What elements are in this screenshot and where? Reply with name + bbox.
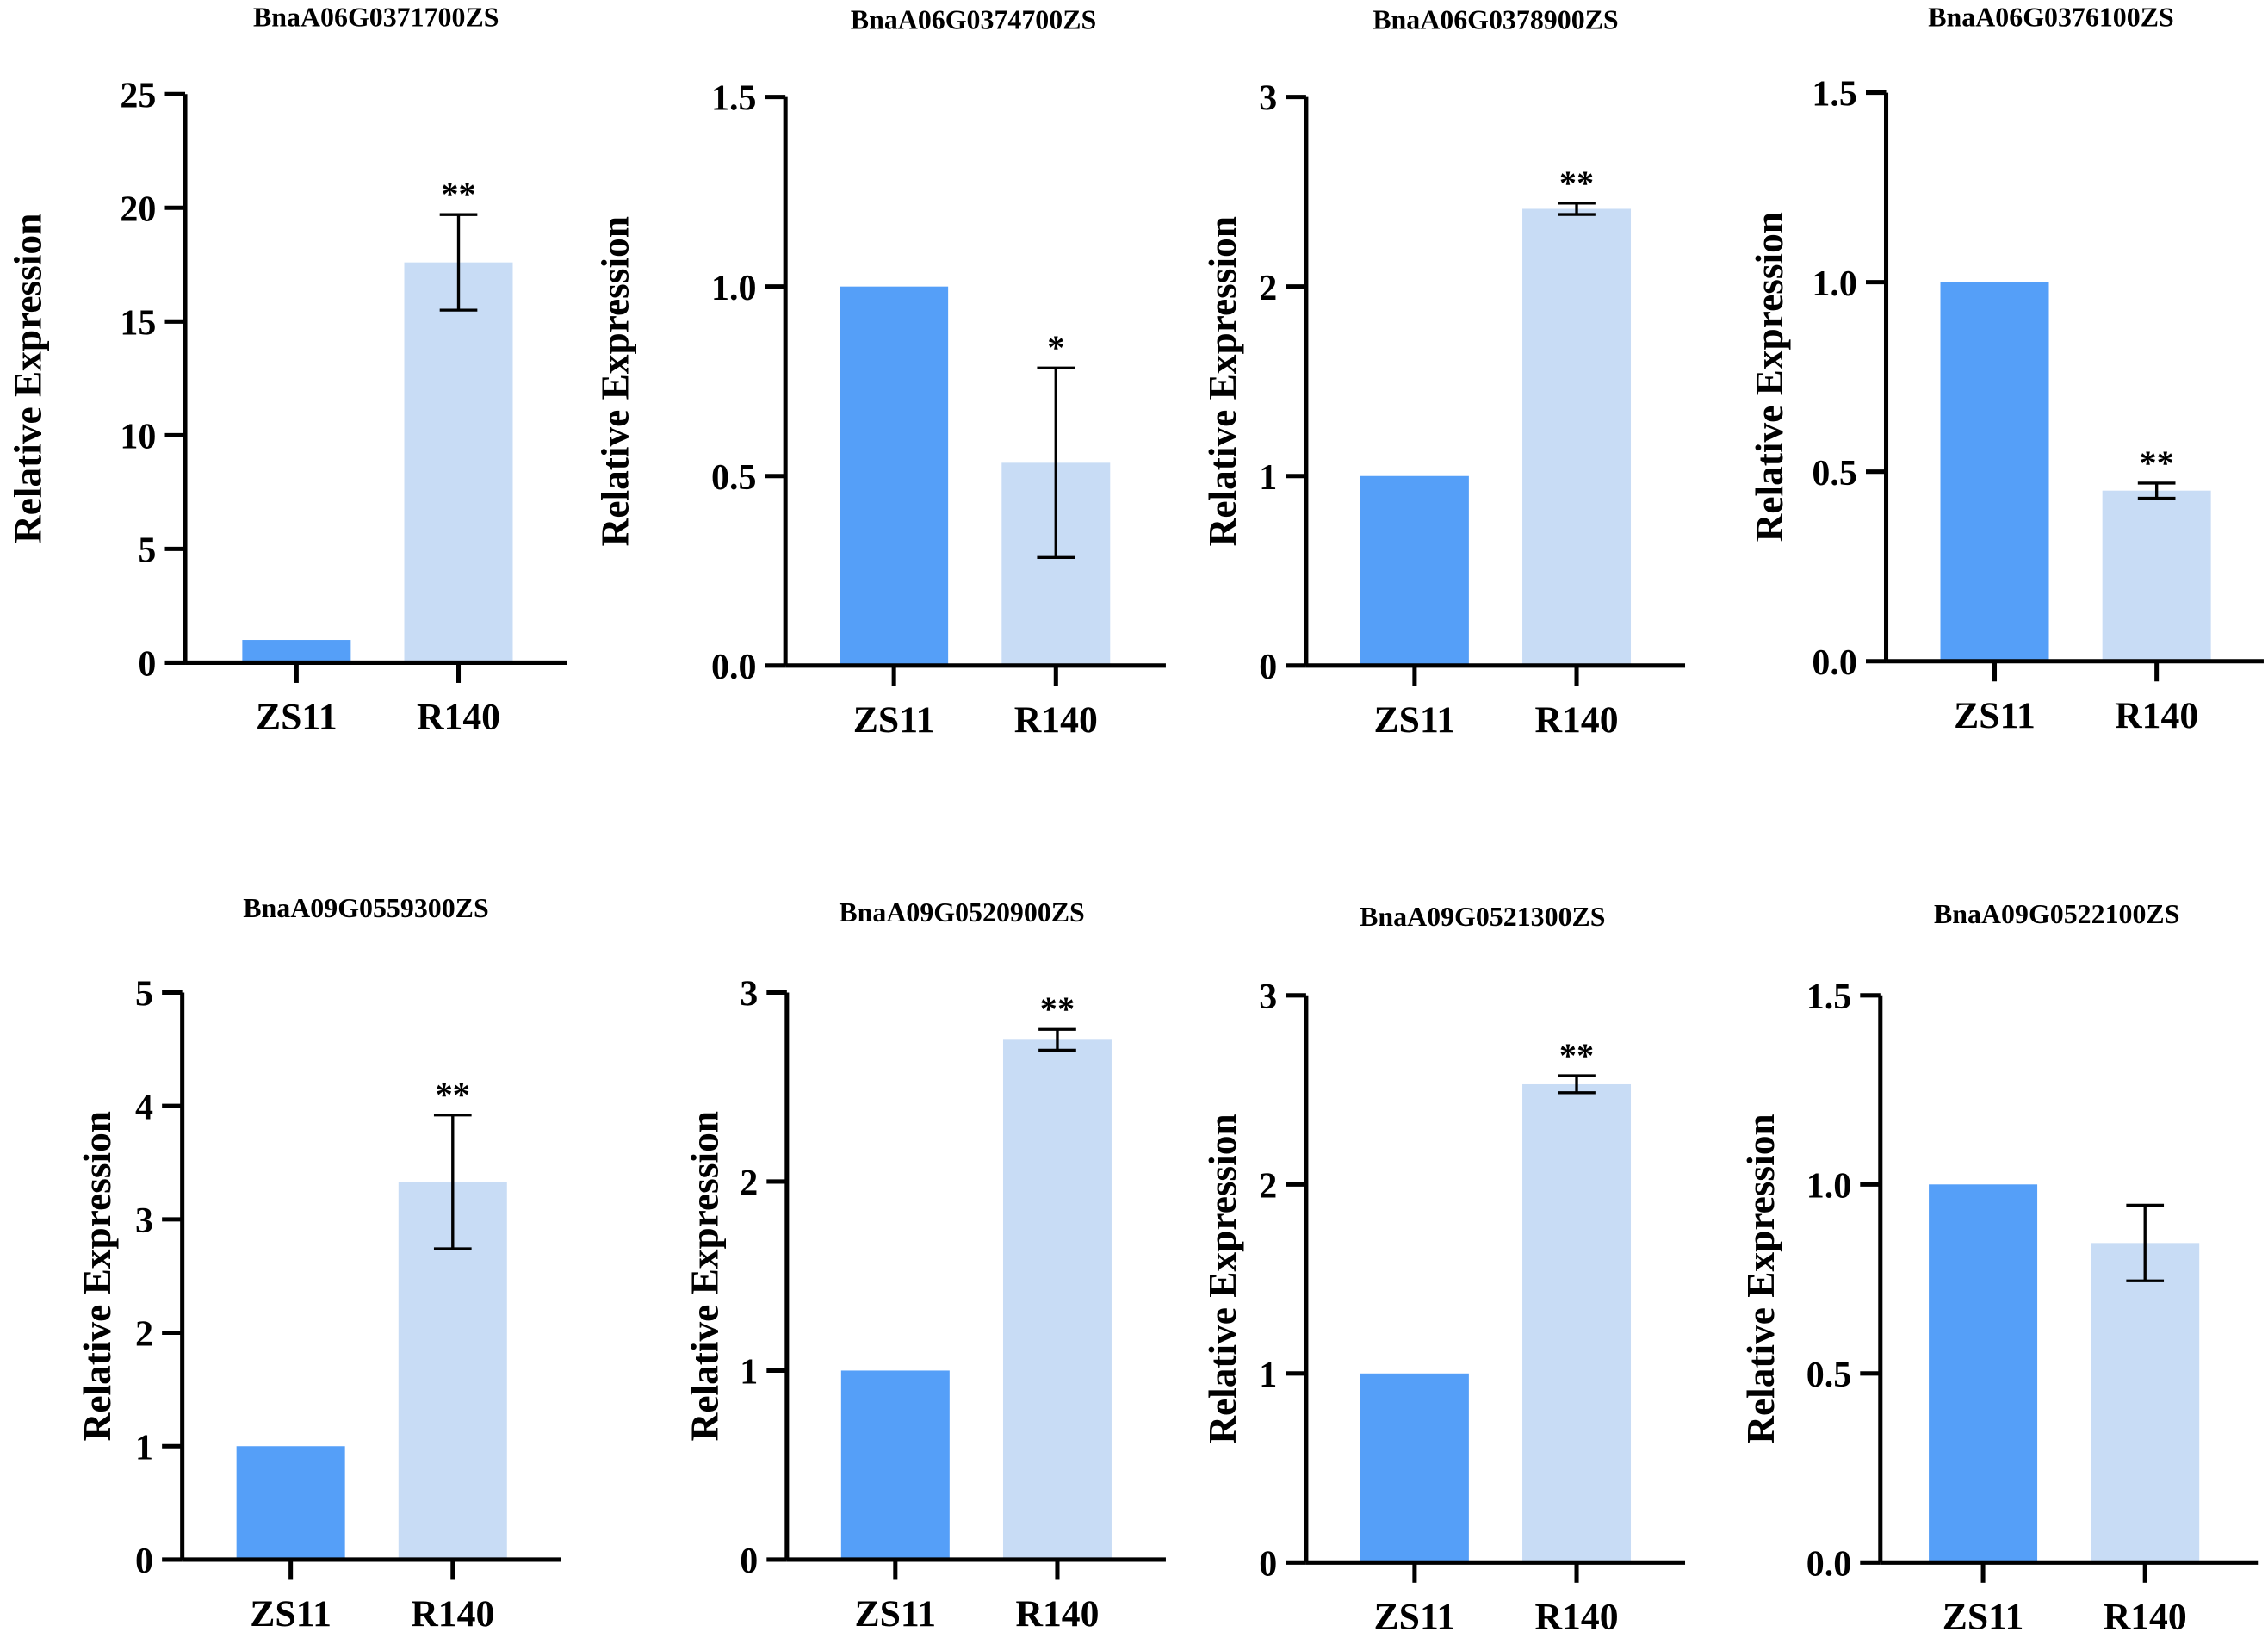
- x-tick-label: R140: [1015, 1593, 1099, 1632]
- bar-r140: [404, 262, 513, 663]
- bar-zs11: [840, 1370, 950, 1560]
- y-tick-label: 1.0: [1812, 264, 1856, 304]
- y-tick-label: 4: [135, 1088, 153, 1127]
- y-tick-label: 0.5: [1812, 454, 1856, 493]
- bar-zs11: [236, 1446, 345, 1560]
- chart-title: BnaA09G0559300ZS: [243, 893, 488, 923]
- chart-panel: BnaA09G0522100ZS Relative Expression ZS11 R…: [1739, 899, 2259, 1632]
- bar-zs11: [242, 640, 351, 663]
- significance-label: **: [441, 175, 475, 214]
- y-tick-label: 5: [135, 975, 153, 1015]
- x-tick-label: ZS11: [853, 699, 935, 741]
- y-tick-label: 3: [135, 1201, 153, 1241]
- x-tick-label: R140: [411, 1593, 494, 1632]
- x-tick-label: ZS11: [256, 697, 338, 738]
- bar-zs11: [840, 286, 949, 666]
- y-tick-label: 15: [120, 303, 156, 343]
- y-tick-label: 0.5: [711, 458, 756, 498]
- x-tick-label: R140: [1535, 1597, 1619, 1632]
- y-tick-label: 0.0: [1812, 643, 1856, 683]
- y-tick-label: 20: [120, 189, 156, 229]
- chart-title: BnaA09G0521300ZS: [1360, 902, 1605, 932]
- chart-panel: BnaA06G0378900ZS Relative Expression ZS11 *…: [1201, 5, 1686, 741]
- bar-zs11: [1929, 1184, 2038, 1563]
- y-tick-label: 25: [120, 76, 156, 115]
- y-tick-label: 1.5: [1812, 75, 1856, 115]
- y-tick-label: 1.0: [711, 269, 756, 308]
- significance-label: **: [1559, 164, 1594, 202]
- y-tick-label: 0: [138, 645, 156, 685]
- significance-label: **: [1040, 990, 1075, 1028]
- bar-zs11: [1940, 282, 2049, 661]
- y-tick-label: 2: [1259, 1166, 1277, 1206]
- y-axis-label: Relative Expression: [1201, 1114, 1244, 1443]
- bar-r140: [1522, 208, 1632, 666]
- chart-title: BnaA06G0376100ZS: [1928, 2, 2173, 32]
- y-tick-label: 3: [740, 975, 758, 1015]
- y-tick-label: 0: [1259, 648, 1277, 687]
- chart-panel: BnaA09G0520900ZS Relative Expression ZS11 *…: [684, 897, 1166, 1632]
- y-tick-label: 1.0: [1806, 1166, 1851, 1206]
- bar-zs11: [1360, 475, 1469, 666]
- y-tick-label: 1: [1259, 458, 1277, 498]
- y-tick-label: 2: [740, 1163, 758, 1203]
- y-tick-label: 0: [1259, 1544, 1277, 1584]
- bar-r140: [2091, 1243, 2200, 1563]
- chart-panel: BnaA06G0374700ZS Relative Expression ZS11 *…: [593, 5, 1166, 741]
- x-tick-label: R140: [1014, 699, 1098, 741]
- bar-r140: [2102, 490, 2211, 661]
- y-tick-label: 0.5: [1806, 1356, 1851, 1395]
- y-tick-label: 1: [135, 1428, 153, 1468]
- x-tick-label: ZS11: [250, 1593, 332, 1632]
- y-tick-label: 0: [135, 1542, 153, 1581]
- y-axis-label: Relative Expression: [1748, 212, 1791, 542]
- y-tick-label: 0.0: [711, 648, 756, 687]
- chart-panel: BnaA06G0376100ZS Relative Expression ZS11 *…: [1748, 2, 2264, 736]
- y-axis-label: Relative Expression: [6, 214, 49, 543]
- chart-title: BnaA06G0371700ZS: [253, 2, 499, 32]
- x-tick-label: ZS11: [1374, 699, 1456, 741]
- chart-panel: BnaA09G0521300ZS Relative Expression ZS11 *…: [1201, 902, 1686, 1632]
- chart-panel: BnaA06G0371700ZS Relative Expression ZS11 *…: [6, 2, 567, 738]
- y-tick-label: 1: [740, 1353, 758, 1393]
- chart-title: BnaA06G0374700ZS: [851, 5, 1096, 35]
- bar-r140: [1002, 1039, 1112, 1560]
- y-tick-label: 5: [138, 531, 156, 571]
- y-axis-label: Relative Expression: [1201, 216, 1244, 546]
- x-tick-label: R140: [417, 697, 500, 738]
- chart-title: BnaA09G0522100ZS: [1934, 899, 2179, 929]
- significance-label: *: [1047, 328, 1064, 367]
- bar-zs11: [1360, 1373, 1469, 1563]
- chart-panel: BnaA09G0559300ZS Relative Expression ZS11 *…: [76, 893, 561, 1632]
- y-tick-label: 0.0: [1806, 1544, 1851, 1584]
- x-tick-label: ZS11: [1374, 1597, 1456, 1632]
- significance-label: **: [436, 1076, 470, 1114]
- x-tick-label: R140: [2115, 695, 2198, 736]
- y-axis-label: Relative Expression: [684, 1111, 727, 1441]
- significance-label: **: [1559, 1036, 1594, 1075]
- y-tick-label: 1.5: [711, 79, 756, 119]
- x-tick-label: R140: [2104, 1597, 2187, 1632]
- y-tick-label: 1: [1259, 1356, 1277, 1395]
- x-tick-label: ZS11: [1943, 1597, 2024, 1632]
- chart-title: BnaA06G0378900ZS: [1373, 5, 1618, 35]
- chart-title: BnaA09G0520900ZS: [839, 897, 1084, 928]
- y-tick-label: 0: [740, 1542, 758, 1581]
- y-axis-label: Relative Expression: [76, 1111, 119, 1441]
- x-tick-label: ZS11: [854, 1593, 936, 1632]
- y-axis-label: Relative Expression: [1739, 1114, 1782, 1443]
- x-tick-label: R140: [1535, 699, 1619, 741]
- y-tick-label: 2: [1259, 269, 1277, 308]
- y-tick-label: 2: [135, 1315, 153, 1355]
- y-tick-label: 3: [1259, 79, 1277, 119]
- y-tick-label: 3: [1259, 977, 1277, 1017]
- y-axis-label: Relative Expression: [593, 216, 636, 546]
- y-tick-label: 10: [120, 417, 156, 456]
- y-tick-label: 1.5: [1806, 977, 1851, 1017]
- bar-r140: [1522, 1083, 1632, 1563]
- x-tick-label: ZS11: [1954, 695, 2036, 736]
- significance-label: **: [2140, 444, 2174, 482]
